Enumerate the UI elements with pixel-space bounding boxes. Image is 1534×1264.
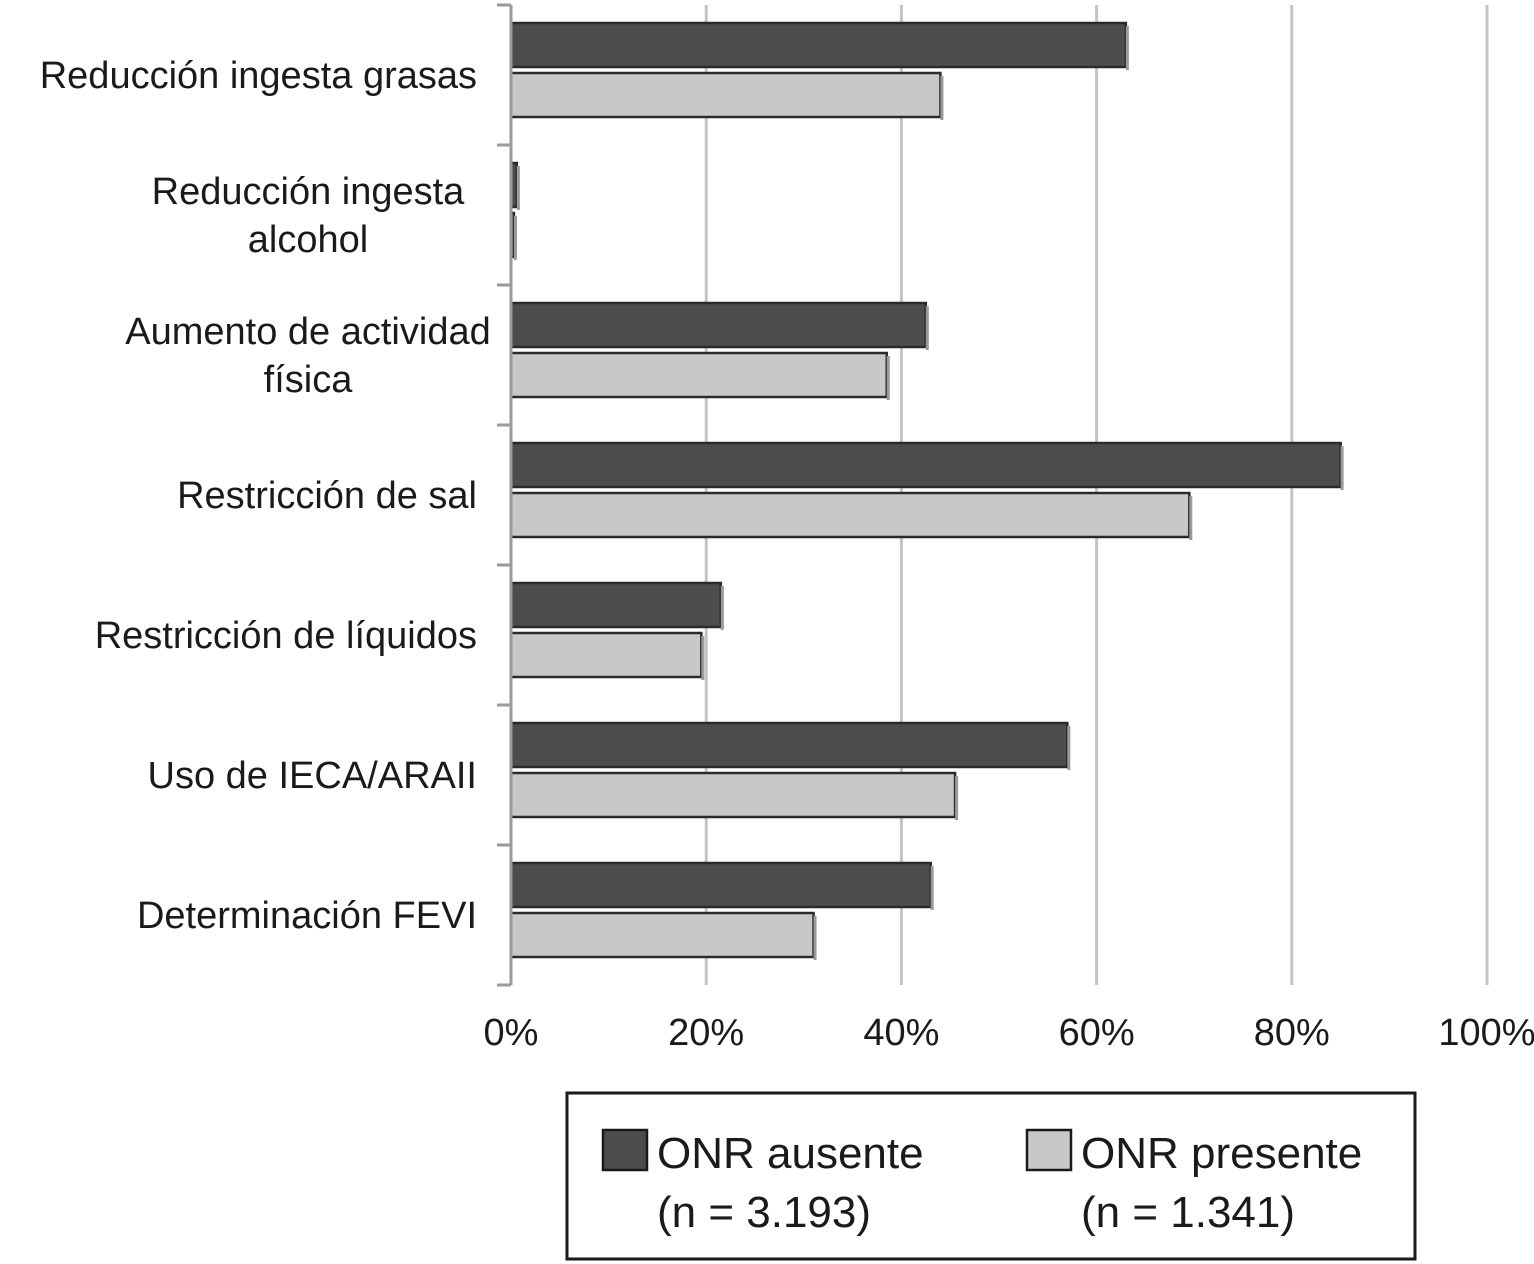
bar-shadow [701, 636, 705, 680]
bar-shadow [930, 866, 934, 910]
legend: ONR ausente (n = 3.193) ONR presente (n = 1… [565, 1091, 1417, 1261]
bars [509, 21, 1344, 960]
x-tick-label: 80% [1254, 1012, 1330, 1054]
category-labels: Reducción ingesta grasas Reducción ingest… [40, 55, 491, 937]
bar-shadow [925, 306, 929, 350]
legend-swatch [601, 1128, 649, 1172]
bar-shadow [513, 216, 517, 260]
bar-shadow [516, 166, 520, 210]
axes [497, 3, 513, 987]
bar-shadow [1125, 26, 1129, 70]
category-label: Aumento de actividad [125, 311, 490, 353]
category-label: Restricción de sal [177, 475, 477, 517]
bar-presente [509, 911, 815, 959]
category-label: Restricción de líquidos [95, 615, 477, 657]
x-tick-label: 40% [863, 1012, 939, 1054]
bar-shadow [1189, 496, 1193, 540]
category-label: Uso de IECA/ARAII [148, 755, 477, 797]
legend-label: ONR ausente [657, 1129, 924, 1178]
bar-shadow [886, 356, 890, 400]
bar-presente [509, 351, 889, 399]
bar-ausente [509, 441, 1342, 489]
category-label: Determinación FEVI [137, 895, 477, 937]
bar-shadow [1067, 726, 1071, 770]
category-label: Reducción ingesta grasas [40, 55, 477, 97]
bar-ausente [509, 301, 928, 349]
x-tick-label: 0% [484, 1012, 539, 1054]
x-tick-label: 100% [1438, 1012, 1534, 1054]
bar-ausente [509, 861, 932, 909]
legend-label: ONR presente [1081, 1129, 1362, 1178]
bar-shadow [955, 776, 959, 820]
x-tick-label: 60% [1059, 1012, 1135, 1054]
bar-shadow [813, 916, 817, 960]
x-tick-label: 20% [668, 1012, 744, 1054]
legend-box [565, 1091, 1417, 1261]
legend-count: (n = 1.341) [1081, 1188, 1295, 1237]
bar-shadow [1340, 446, 1344, 490]
bar-ausente [509, 581, 723, 629]
bar-presente [509, 771, 957, 819]
category-label: física [264, 359, 354, 401]
x-tick-labels: 0% 20% 40% 60% 80% 100% [484, 1012, 1534, 1054]
bar-shadow [940, 76, 944, 120]
bar-shadow [720, 586, 724, 630]
bar-presente [509, 71, 942, 119]
category-label: alcohol [248, 219, 368, 261]
bar-presente [509, 631, 703, 679]
bar-ausente [509, 21, 1128, 69]
legend-count: (n = 3.193) [657, 1188, 871, 1237]
bar-ausente [509, 721, 1069, 769]
bar-presente [509, 491, 1191, 539]
category-label: Reducción ingesta [152, 171, 466, 213]
legend-swatch [1025, 1128, 1073, 1172]
